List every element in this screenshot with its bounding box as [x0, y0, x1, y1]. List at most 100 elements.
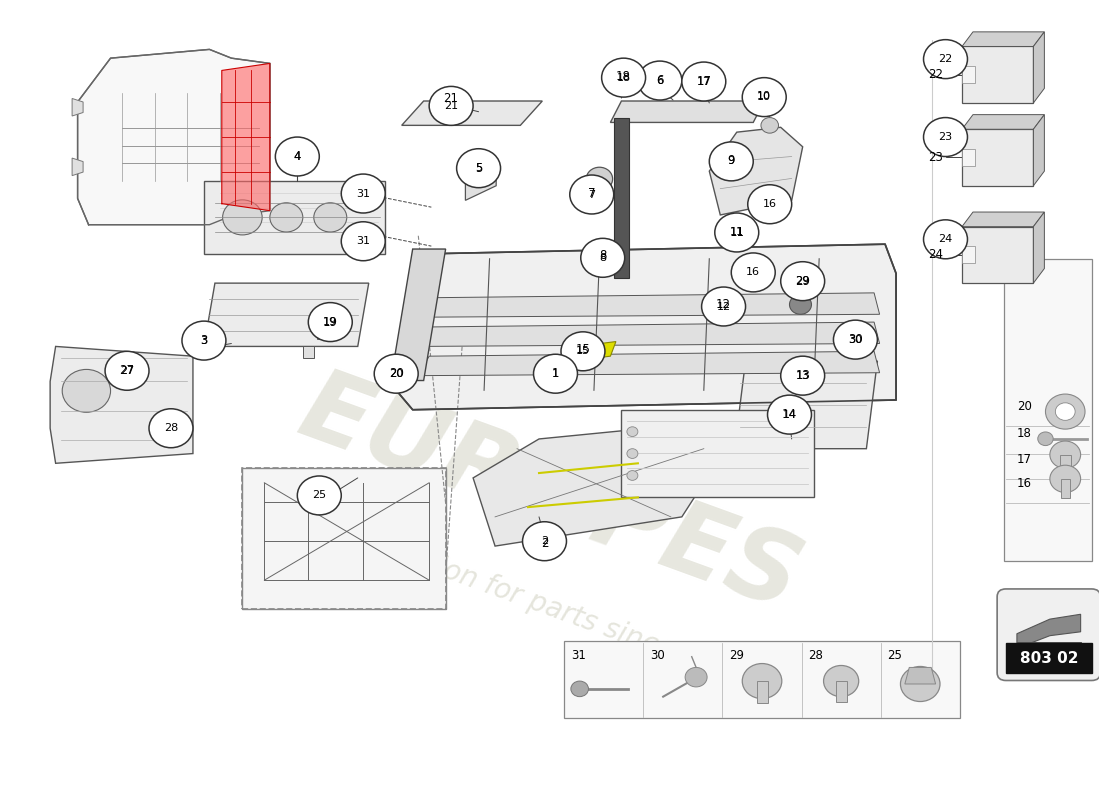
Circle shape	[702, 287, 746, 326]
Polygon shape	[757, 681, 768, 703]
Circle shape	[627, 470, 638, 480]
Circle shape	[748, 185, 792, 224]
Polygon shape	[204, 283, 368, 346]
Text: 24: 24	[928, 248, 944, 262]
Text: 15: 15	[575, 343, 591, 356]
Text: 14: 14	[782, 410, 796, 420]
Text: 12: 12	[716, 302, 730, 311]
Text: 1: 1	[552, 367, 559, 380]
Circle shape	[429, 86, 473, 126]
Text: 31: 31	[356, 189, 371, 198]
Polygon shape	[73, 98, 84, 116]
Circle shape	[314, 202, 346, 232]
Polygon shape	[962, 114, 1044, 130]
Text: 31: 31	[571, 649, 585, 662]
Polygon shape	[962, 130, 1033, 186]
Polygon shape	[418, 322, 880, 346]
Text: 10: 10	[757, 91, 771, 101]
FancyBboxPatch shape	[1003, 258, 1091, 561]
Circle shape	[1049, 441, 1080, 468]
FancyBboxPatch shape	[564, 641, 960, 718]
Polygon shape	[962, 46, 1033, 103]
FancyBboxPatch shape	[242, 468, 446, 610]
Text: 3: 3	[200, 334, 208, 347]
Circle shape	[270, 202, 302, 232]
Circle shape	[627, 426, 638, 437]
Text: 20: 20	[1016, 400, 1032, 414]
Circle shape	[627, 449, 638, 458]
Circle shape	[715, 213, 759, 252]
Polygon shape	[73, 158, 84, 176]
Text: 14: 14	[782, 408, 797, 421]
FancyBboxPatch shape	[997, 589, 1100, 681]
Circle shape	[602, 58, 646, 97]
Polygon shape	[962, 226, 1033, 283]
Circle shape	[710, 142, 754, 181]
Circle shape	[924, 40, 968, 78]
Text: 2: 2	[541, 536, 548, 546]
Polygon shape	[1033, 212, 1044, 283]
Text: 23: 23	[928, 151, 944, 164]
Circle shape	[571, 681, 588, 697]
Circle shape	[341, 222, 385, 261]
Text: 3: 3	[200, 335, 208, 346]
Text: 7: 7	[588, 190, 595, 199]
Circle shape	[924, 220, 968, 258]
Polygon shape	[465, 162, 496, 200]
Text: 9: 9	[728, 156, 735, 166]
Polygon shape	[396, 244, 896, 410]
Text: 27: 27	[120, 364, 134, 378]
Polygon shape	[1033, 114, 1044, 186]
Polygon shape	[710, 127, 803, 215]
Circle shape	[901, 666, 940, 702]
Text: 13: 13	[795, 370, 810, 381]
Polygon shape	[614, 118, 629, 278]
Text: 28: 28	[164, 423, 178, 434]
Polygon shape	[610, 101, 764, 122]
Polygon shape	[402, 101, 542, 126]
Text: 29: 29	[795, 276, 810, 286]
Circle shape	[638, 61, 682, 100]
Text: 30: 30	[848, 333, 862, 346]
Text: 17: 17	[1016, 453, 1032, 466]
Text: 6: 6	[656, 74, 663, 87]
Polygon shape	[1016, 642, 1080, 651]
Polygon shape	[1060, 479, 1069, 498]
Text: 18: 18	[616, 70, 631, 83]
Text: 31: 31	[356, 236, 371, 246]
Text: 21: 21	[443, 91, 459, 105]
Circle shape	[522, 522, 566, 561]
Text: 9: 9	[727, 154, 735, 167]
FancyBboxPatch shape	[1005, 643, 1091, 673]
Text: 30: 30	[848, 334, 862, 345]
Polygon shape	[317, 329, 339, 338]
Text: 25: 25	[312, 490, 327, 501]
Text: 16: 16	[1016, 478, 1032, 490]
Polygon shape	[204, 181, 385, 254]
Circle shape	[685, 667, 707, 687]
Circle shape	[297, 476, 341, 515]
Polygon shape	[473, 430, 726, 546]
Text: 20: 20	[388, 367, 404, 380]
Circle shape	[781, 262, 825, 301]
Polygon shape	[1059, 454, 1070, 470]
Polygon shape	[51, 346, 192, 463]
Polygon shape	[962, 149, 976, 166]
Circle shape	[308, 302, 352, 342]
Text: 18: 18	[1016, 427, 1032, 440]
Circle shape	[742, 78, 786, 117]
Circle shape	[742, 663, 782, 698]
Text: 7: 7	[588, 187, 595, 200]
Circle shape	[222, 200, 262, 235]
Text: 29: 29	[729, 649, 744, 662]
Text: 12: 12	[716, 298, 732, 311]
Text: 8: 8	[600, 250, 606, 262]
Polygon shape	[962, 212, 1044, 226]
Polygon shape	[418, 351, 880, 376]
Text: EUROPES: EUROPES	[287, 361, 813, 631]
Circle shape	[781, 356, 825, 395]
Circle shape	[341, 174, 385, 213]
Circle shape	[148, 409, 192, 448]
Text: 15: 15	[576, 346, 590, 356]
Text: 11: 11	[729, 227, 744, 238]
